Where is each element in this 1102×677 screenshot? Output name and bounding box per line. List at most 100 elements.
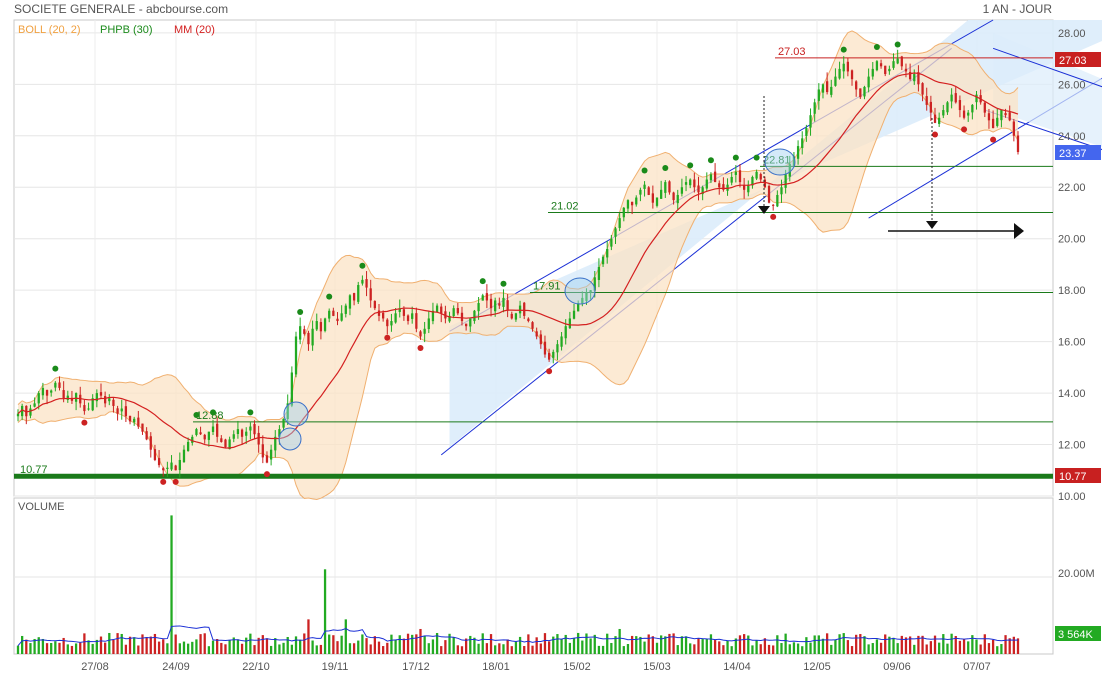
candle-body bbox=[464, 323, 468, 327]
candle-body bbox=[45, 390, 49, 396]
candle-body bbox=[888, 68, 891, 72]
volume-bar bbox=[859, 634, 862, 654]
volume-bar bbox=[942, 634, 945, 654]
volume-bar bbox=[875, 639, 879, 654]
volume-bar bbox=[622, 646, 625, 654]
volume-bar bbox=[954, 636, 957, 654]
volume-bar bbox=[838, 634, 841, 654]
candle-body bbox=[269, 449, 273, 460]
volume-bar bbox=[543, 633, 547, 654]
candle-body bbox=[867, 76, 870, 88]
x-tick-label: 17/12 bbox=[402, 661, 430, 673]
volume-bar bbox=[269, 645, 273, 654]
volume-bar bbox=[79, 642, 82, 654]
candle-body bbox=[510, 313, 513, 319]
volume-bar bbox=[780, 643, 783, 654]
candle-body bbox=[917, 72, 920, 85]
y-tick-label: 18.00 bbox=[1058, 285, 1086, 297]
phpb-low-marker bbox=[263, 471, 270, 478]
x-tick-label: 18/01 bbox=[482, 661, 510, 673]
y-tick-label: 12.00 bbox=[1058, 440, 1086, 452]
volume-bar bbox=[199, 634, 202, 654]
volume-bar bbox=[817, 635, 820, 654]
candle-body bbox=[170, 462, 173, 470]
volume-bar bbox=[323, 569, 327, 654]
candle-body bbox=[58, 382, 61, 388]
volume-bar bbox=[427, 643, 430, 654]
candle-body bbox=[552, 351, 555, 358]
candle-body bbox=[390, 321, 393, 326]
volume-bar bbox=[54, 641, 57, 654]
breakout-ellipse bbox=[564, 277, 596, 305]
candle-body bbox=[962, 110, 966, 118]
volume-bar bbox=[738, 635, 742, 654]
chart-title: SOCIETE GENERALE - abcbourse.com bbox=[14, 2, 228, 16]
volume-bar bbox=[307, 619, 310, 654]
candle-body bbox=[485, 293, 489, 301]
volume-bar bbox=[340, 635, 343, 654]
candle-body bbox=[83, 405, 86, 412]
volume-bar bbox=[888, 636, 891, 654]
volume-bar bbox=[767, 644, 771, 654]
volume-bar bbox=[971, 635, 974, 654]
mm20-line bbox=[17, 72, 1019, 449]
candle-body bbox=[489, 298, 493, 309]
volume-bar bbox=[361, 634, 364, 654]
volume-bar bbox=[709, 634, 713, 654]
candle-body bbox=[743, 185, 746, 190]
level-label: 10.77 bbox=[20, 464, 48, 476]
candle-body bbox=[323, 318, 327, 331]
projection-arrowhead bbox=[758, 206, 770, 214]
candle-body bbox=[303, 329, 306, 334]
volume-bar bbox=[929, 641, 933, 654]
phpb-high-marker bbox=[326, 293, 333, 300]
volume-bar bbox=[174, 634, 177, 654]
volume-bar bbox=[871, 643, 874, 654]
candle-body bbox=[216, 423, 219, 437]
x-tick-label: 24/09 bbox=[162, 661, 190, 673]
candle-body bbox=[726, 184, 729, 191]
candle-body bbox=[556, 344, 559, 353]
tag-27-03-text: 27.03 bbox=[1059, 55, 1087, 67]
candle-body bbox=[211, 426, 215, 432]
volume-bar bbox=[431, 639, 435, 654]
volume-bar bbox=[178, 643, 181, 654]
volume-bar bbox=[655, 642, 659, 654]
candle-body bbox=[253, 424, 256, 435]
candle-body bbox=[904, 68, 908, 72]
volume-bar bbox=[510, 646, 513, 654]
candle-body bbox=[294, 336, 298, 375]
candle-body bbox=[709, 174, 713, 181]
volume-bar bbox=[527, 634, 530, 654]
candle-body bbox=[676, 194, 679, 204]
candle-body bbox=[879, 63, 883, 67]
volume-bar bbox=[747, 635, 750, 654]
candle-body bbox=[178, 459, 181, 471]
candle-body bbox=[523, 302, 526, 316]
candle-body bbox=[618, 218, 621, 228]
volume-bar bbox=[216, 638, 219, 654]
candle-body bbox=[41, 387, 45, 396]
volume-bar bbox=[896, 643, 899, 654]
candle-body bbox=[660, 189, 663, 199]
candle-body bbox=[539, 334, 542, 345]
candle-body bbox=[535, 331, 538, 337]
candle-body bbox=[278, 429, 281, 437]
volume-bar bbox=[946, 643, 949, 654]
volume-bar bbox=[406, 633, 410, 654]
volume-bar bbox=[647, 634, 650, 654]
volume-bar bbox=[294, 636, 298, 654]
candle-body bbox=[946, 102, 949, 113]
volume-bar bbox=[236, 639, 240, 654]
phpb-high-marker bbox=[687, 162, 694, 169]
candle-body bbox=[938, 117, 941, 124]
candle-body bbox=[701, 187, 704, 195]
volume-bar bbox=[211, 640, 215, 654]
phpb-high-marker bbox=[479, 278, 486, 285]
candle-body bbox=[622, 207, 625, 218]
y-tick-label: 16.00 bbox=[1058, 337, 1086, 349]
candle-body bbox=[606, 248, 609, 258]
candle-body bbox=[29, 408, 32, 416]
channel2-fill bbox=[993, 32, 1102, 147]
candle-body bbox=[377, 310, 381, 316]
